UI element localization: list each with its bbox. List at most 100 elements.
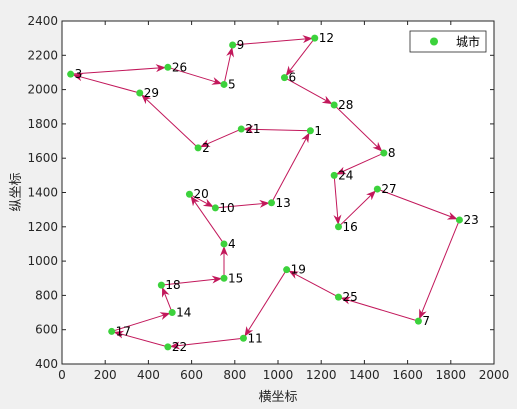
- city-point: [67, 70, 75, 78]
- route-segment: [111, 312, 171, 332]
- city-point: [211, 204, 219, 212]
- city-point: [185, 190, 193, 198]
- y-tick-label: 600: [35, 323, 58, 337]
- city-label: 17: [116, 324, 131, 338]
- route-segment: [419, 219, 460, 320]
- city-label: 29: [144, 86, 159, 100]
- y-tick-label: 1200: [27, 220, 58, 234]
- y-tick-label: 1400: [27, 186, 58, 200]
- city-point: [380, 149, 388, 157]
- city-point: [334, 223, 342, 231]
- city-label: 22: [172, 340, 187, 354]
- city-point: [283, 266, 291, 274]
- route: [70, 35, 460, 350]
- route-segment: [72, 73, 140, 94]
- city-label: 18: [165, 278, 180, 292]
- route-segment: [333, 104, 383, 152]
- y-axis: 400 600 800 1000 1200 1400 1600 1800 2000 2200 240…: [27, 14, 494, 371]
- x-tick-label: 200: [94, 368, 117, 382]
- route-segment: [232, 35, 313, 46]
- city-point: [164, 343, 172, 351]
- route-segment: [199, 128, 242, 148]
- x-tick-label: 800: [223, 368, 246, 382]
- y-tick-label: 2200: [27, 48, 58, 62]
- route-segment: [271, 132, 310, 204]
- city-label: 5: [228, 77, 236, 91]
- city-label: 8: [388, 146, 396, 160]
- y-tick-label: 1800: [27, 117, 58, 131]
- city-label: 10: [219, 201, 234, 215]
- city-point: [237, 125, 245, 133]
- x-tick-label: 1400: [349, 368, 380, 382]
- route-segment: [113, 330, 168, 348]
- city-label: 24: [338, 168, 353, 182]
- route-segment: [243, 125, 311, 134]
- legend-label: 城市: [456, 34, 480, 49]
- city-point: [194, 144, 202, 152]
- city-point: [414, 317, 422, 325]
- city-label: 11: [247, 331, 262, 345]
- route-segment: [333, 175, 342, 225]
- city-point: [268, 199, 276, 207]
- city-point: [220, 240, 228, 248]
- route-segment: [288, 270, 339, 298]
- y-tick-label: 800: [35, 288, 58, 302]
- plot-area: [61, 20, 495, 365]
- city-label: 20: [193, 187, 208, 201]
- y-tick-label: 2000: [27, 83, 58, 97]
- city-label: 4: [228, 237, 236, 251]
- route-segment: [335, 152, 385, 175]
- route-segment: [169, 337, 244, 350]
- y-tick-label: 400: [35, 357, 58, 371]
- legend-box: [409, 30, 487, 53]
- city-label: 23: [463, 213, 478, 227]
- city-label: 13: [276, 196, 291, 210]
- city-point: [108, 327, 116, 335]
- city-label: 7: [422, 314, 430, 328]
- city-point: [455, 216, 463, 224]
- city-label: 27: [381, 182, 396, 196]
- city-label: 6: [288, 71, 296, 85]
- city-label: 21: [245, 122, 260, 136]
- route-segment: [215, 199, 270, 209]
- y-axis-title: 纵坐标: [9, 172, 24, 211]
- city-points: [67, 34, 463, 351]
- route-segment: [161, 286, 173, 313]
- legend: 城市: [409, 30, 487, 53]
- city-label: 2: [202, 141, 210, 155]
- route-segment: [244, 269, 288, 337]
- route-segment: [223, 46, 234, 85]
- x-axis: 0 200 400 600 800 1000 1200 1400 1600 1800 2000: [58, 21, 509, 382]
- x-tick-label: 2000: [479, 368, 510, 382]
- x-tick-label: 1800: [436, 368, 467, 382]
- city-point: [220, 274, 228, 282]
- legend-marker: [430, 37, 438, 46]
- city-label: 25: [342, 290, 357, 304]
- city-point: [306, 127, 314, 135]
- city-point: [229, 41, 237, 49]
- city-point: [157, 281, 165, 289]
- city-label: 12: [319, 31, 334, 45]
- route-segment: [167, 66, 223, 85]
- city-label: 14: [176, 306, 191, 320]
- y-tick-label: 1000: [27, 254, 58, 268]
- route-segment: [340, 296, 419, 322]
- y-tick-label: 1600: [27, 151, 58, 165]
- route-segment: [161, 275, 223, 286]
- route-segment: [377, 188, 458, 220]
- x-tick-label: 400: [137, 368, 160, 382]
- route-segment: [189, 193, 214, 207]
- city-label: 28: [338, 98, 353, 112]
- city-label: 19: [291, 263, 306, 277]
- city-label: 15: [228, 271, 243, 285]
- city-point: [330, 171, 338, 179]
- city-label: 3: [75, 67, 83, 81]
- city-point: [330, 101, 338, 109]
- city-point: [373, 185, 381, 193]
- x-tick-label: 1200: [306, 368, 337, 382]
- city-point: [136, 89, 144, 97]
- city-label: 1: [314, 124, 322, 138]
- x-tick-label: 0: [58, 368, 66, 382]
- city-point: [164, 63, 172, 71]
